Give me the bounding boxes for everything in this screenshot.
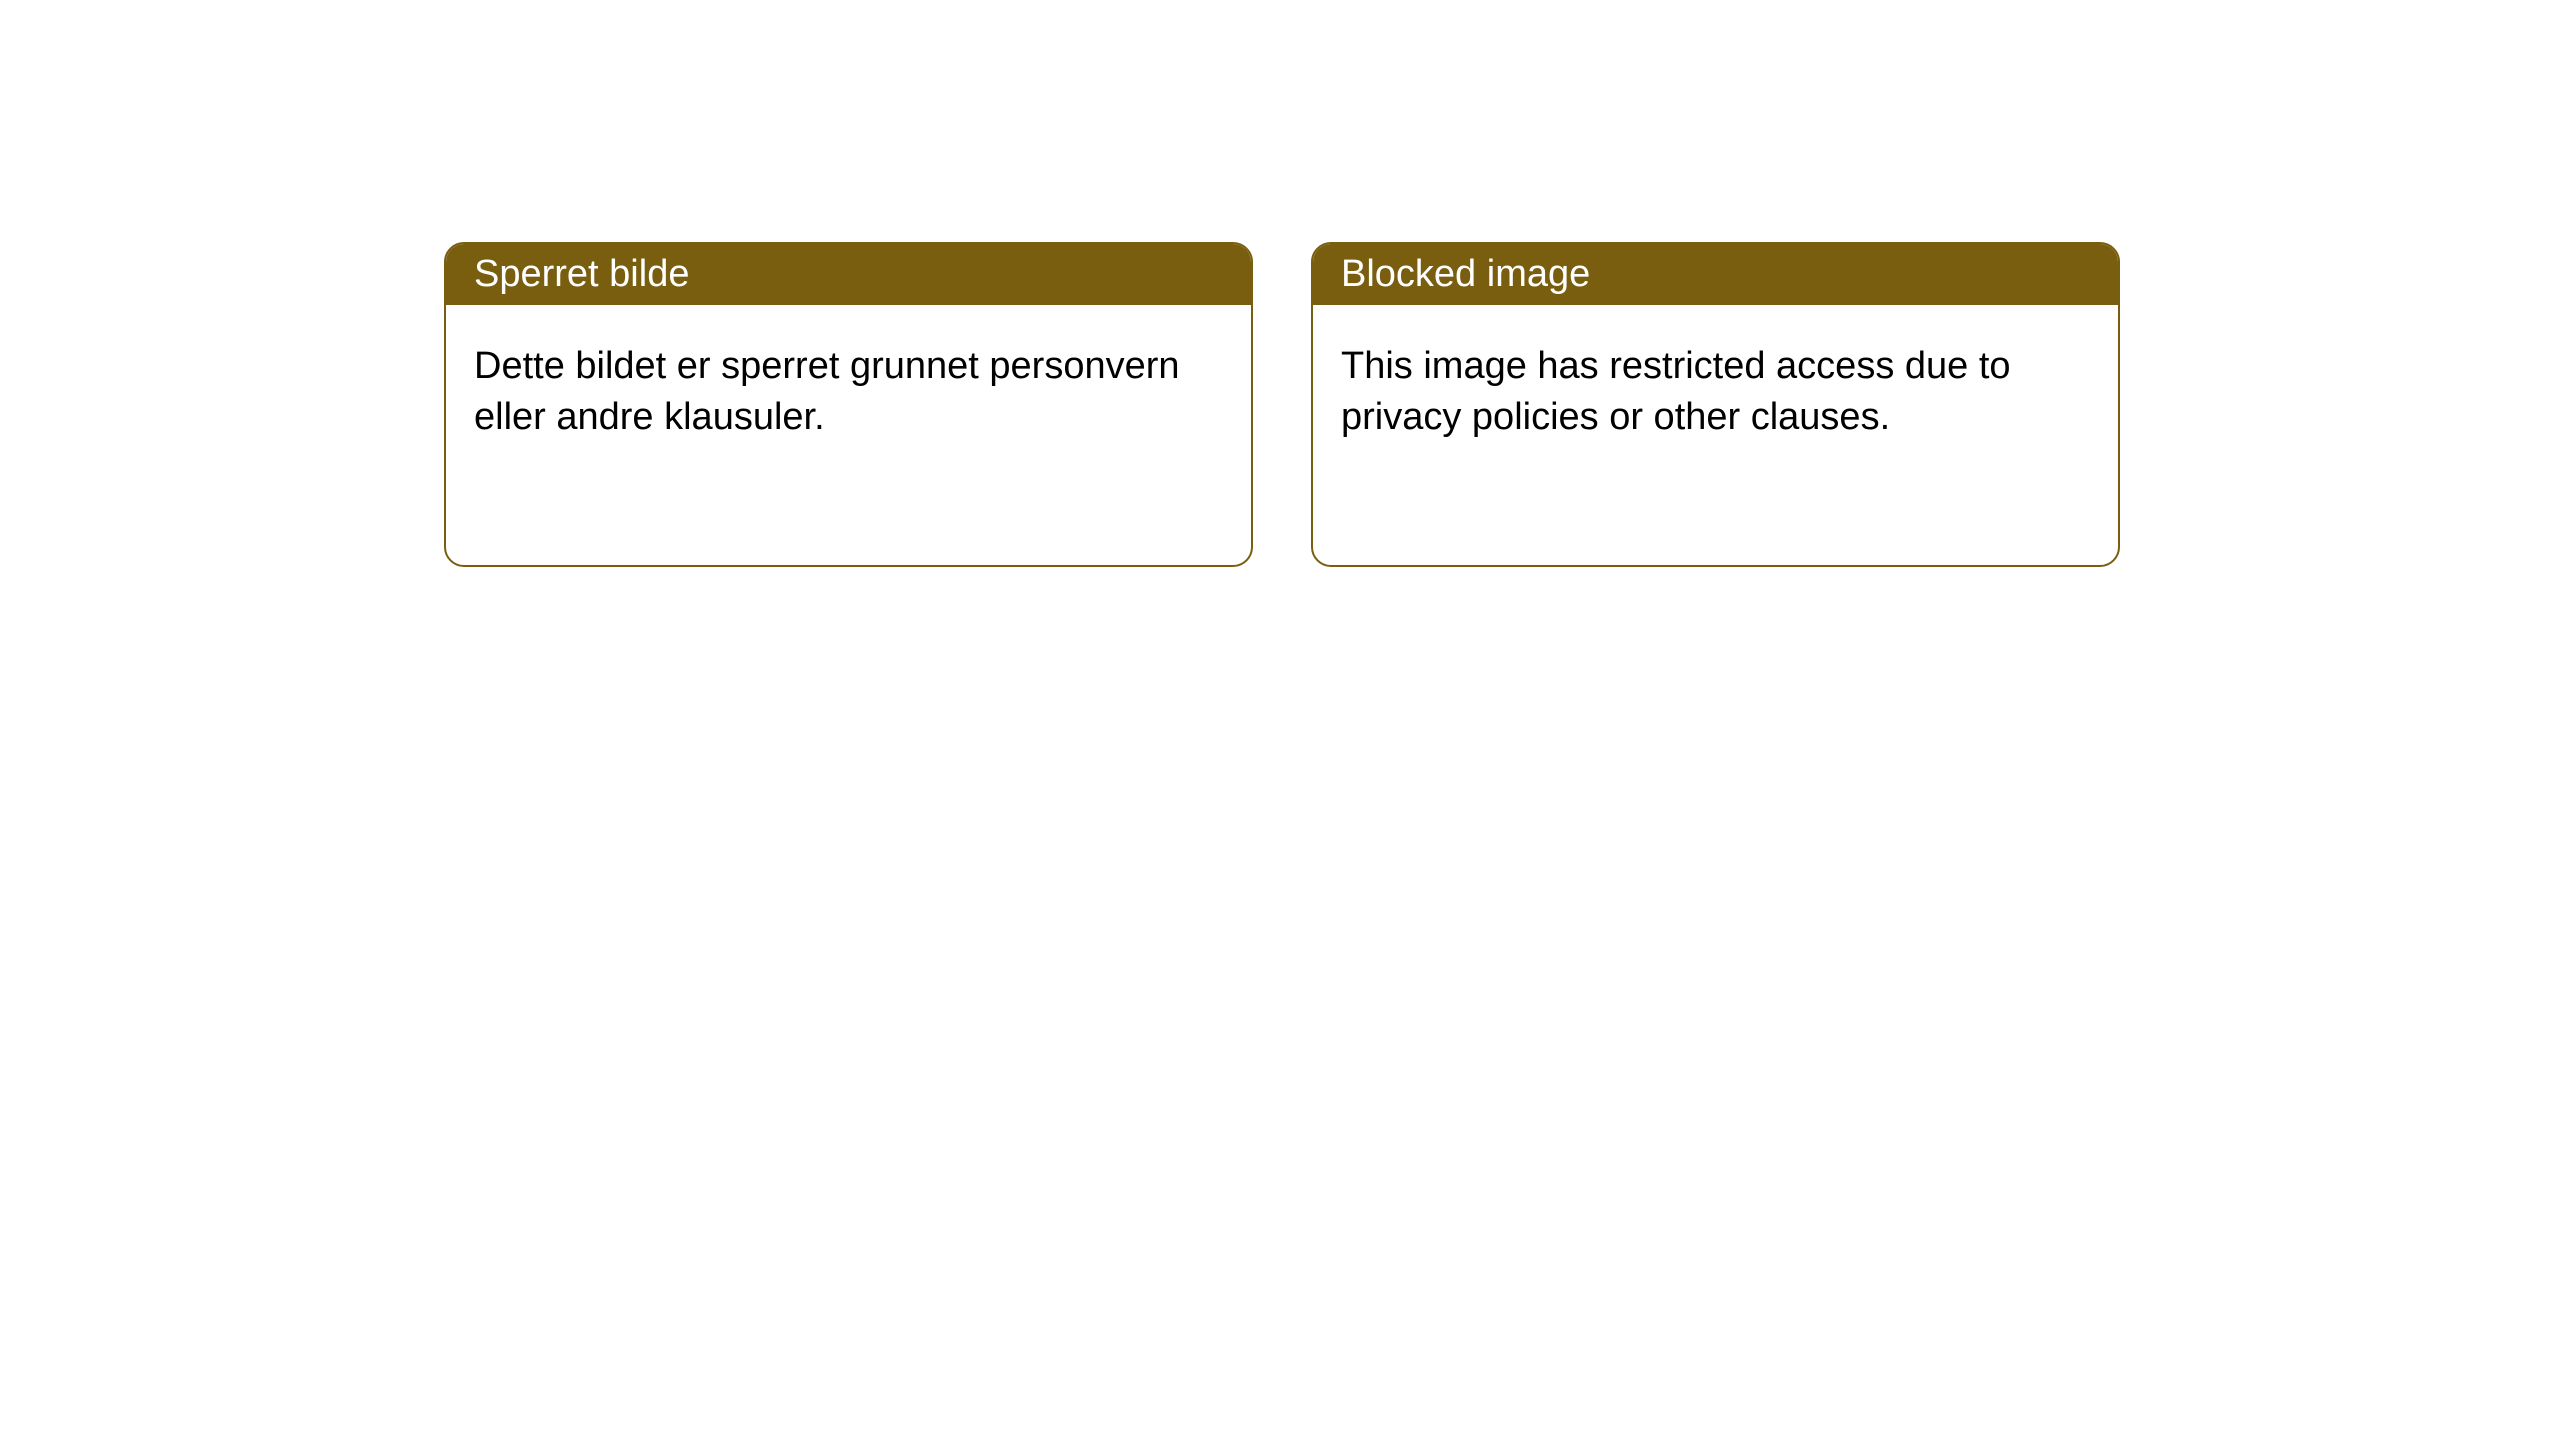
- notice-card-header: Sperret bilde: [446, 244, 1251, 305]
- notice-container: Sperret bilde Dette bildet er sperret gr…: [0, 0, 2560, 567]
- notice-body-text: This image has restricted access due to …: [1341, 345, 2011, 438]
- notice-card-header: Blocked image: [1313, 244, 2118, 305]
- notice-card-english: Blocked image This image has restricted …: [1311, 242, 2120, 567]
- notice-card-norwegian: Sperret bilde Dette bildet er sperret gr…: [444, 242, 1253, 567]
- notice-title: Sperret bilde: [474, 253, 689, 295]
- notice-card-body: This image has restricted access due to …: [1313, 305, 2118, 565]
- notice-body-text: Dette bildet er sperret grunnet personve…: [474, 345, 1180, 438]
- notice-card-body: Dette bildet er sperret grunnet personve…: [446, 305, 1251, 565]
- notice-title: Blocked image: [1341, 253, 1590, 295]
